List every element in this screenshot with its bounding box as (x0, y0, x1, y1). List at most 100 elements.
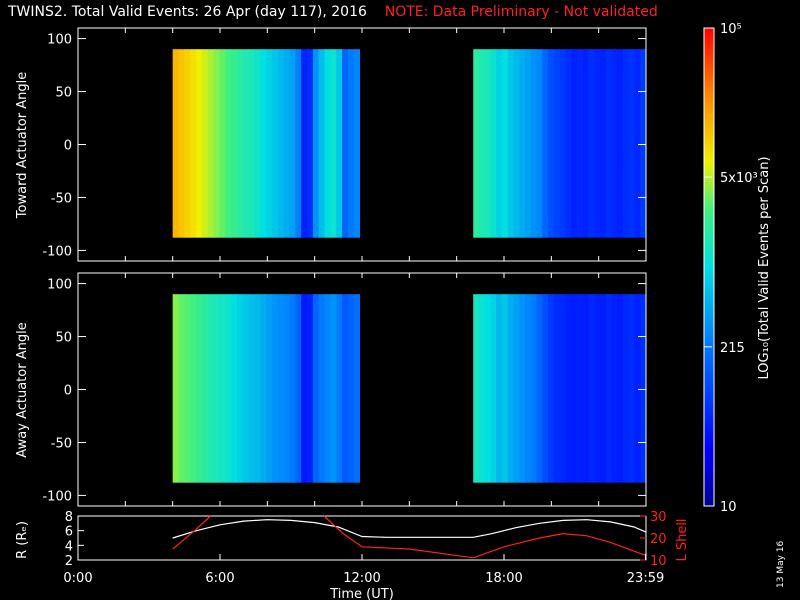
away-cell (599, 294, 607, 483)
orbit-lshell-line (323, 515, 474, 559)
away-cell (207, 294, 214, 483)
toward-cell (571, 49, 578, 238)
orbit-xtick-label: 0:00 (63, 571, 92, 586)
toward-cell (342, 49, 349, 238)
colorbar-ticks: 10 215 5x10³ 10⁵ (704, 22, 758, 515)
toward-cell (307, 49, 314, 238)
toward-ytick-label: 100 (47, 33, 72, 48)
datestamp: 13 May 16 (776, 540, 786, 588)
toward-cell (324, 49, 331, 238)
toward-cell (611, 49, 618, 238)
toward-cell (582, 49, 589, 238)
away-cell (553, 294, 561, 483)
away-cell (617, 294, 624, 483)
orbit-xtick-label: 18:00 (485, 571, 522, 586)
away-ytick-label: 100 (47, 278, 72, 293)
chart-title: TWINS2. Total Valid Events: 26 Apr (day … (8, 4, 658, 20)
away-cell (628, 294, 635, 483)
colorbar-tick-label: 215 (720, 341, 745, 356)
away-cell (295, 294, 302, 483)
toward-cell (502, 49, 509, 238)
toward-cell (231, 49, 238, 238)
away-cell (201, 294, 209, 483)
toward-cell (490, 49, 497, 238)
toward-cell (190, 49, 197, 238)
toward-y-ticks: 100 50 0 -50 -100 (42, 28, 646, 261)
away-ytick-label: -100 (42, 489, 72, 504)
toward-cell (207, 49, 214, 238)
away-cell (342, 294, 349, 483)
orbit-radius-line (172, 519, 647, 539)
toward-cell (530, 49, 537, 238)
away-ytick-label: -50 (51, 436, 72, 451)
away-cell (248, 294, 255, 483)
away-cell (330, 294, 337, 483)
away-cell (478, 294, 486, 483)
away-cell (196, 294, 203, 483)
away-cell (502, 294, 509, 483)
toward-cell (260, 49, 267, 238)
away-cell (219, 294, 226, 483)
toward-cell (513, 49, 520, 238)
away-cell (178, 294, 185, 483)
toward-ytick-label: 50 (55, 86, 72, 101)
colorbar-gradient (703, 27, 715, 507)
away-cell (225, 294, 232, 483)
away-cell (231, 294, 238, 483)
away-cell (190, 294, 197, 483)
away-cell (324, 294, 331, 483)
away-cell (582, 294, 589, 483)
toward-cell (525, 49, 532, 238)
toward-cell (542, 49, 549, 238)
away-cell (513, 294, 520, 483)
away-cell (307, 294, 314, 483)
toward-cell (289, 49, 296, 238)
toward-ytick-label: -100 (42, 244, 72, 259)
toward-cell (628, 49, 635, 238)
toward-cell (283, 49, 290, 238)
toward-ytick-label: -50 (51, 191, 72, 206)
toward-panel: 100 50 0 -50 -100 Toward Actuator Angle (15, 27, 647, 262)
away-cell (565, 294, 572, 483)
toward-cell (605, 49, 612, 238)
away-panel: 100 50 0 -50 -100 Away Actuator Angle (15, 272, 647, 507)
orbit-lshell-line (172, 515, 211, 550)
toward-cell (478, 49, 486, 238)
toward-cell (617, 49, 624, 238)
orbit-ytick-label: 8 (65, 510, 73, 525)
toward-heatmap (172, 49, 647, 238)
away-cell (542, 294, 549, 483)
away-cell (548, 294, 555, 483)
toward-cell (301, 49, 308, 238)
away-cell (525, 294, 532, 483)
away-cell (184, 294, 191, 483)
away-cell (605, 294, 612, 483)
toward-cell (576, 49, 584, 238)
toward-cell (588, 49, 595, 238)
toward-cell (548, 49, 555, 238)
toward-ylabel: Toward Actuator Angle (15, 72, 30, 219)
toward-cell (201, 49, 209, 238)
orbit-lshell-line (472, 532, 647, 559)
toward-cell (266, 49, 273, 238)
toward-cell (484, 49, 491, 238)
orbit-lines (172, 515, 647, 559)
away-cell (588, 294, 595, 483)
orbit-y2tick-label: 30 (650, 510, 667, 525)
away-cell (536, 294, 543, 483)
title-main: TWINS2. Total Valid Events: 26 Apr (day … (8, 4, 367, 20)
away-ytick-label: 50 (55, 331, 72, 346)
toward-cell (295, 49, 302, 238)
toward-cell (277, 49, 285, 238)
title-note: NOTE: Data Preliminary - Not validated (384, 4, 658, 20)
away-cell (490, 294, 497, 483)
colorbar-label: LOG₁₀(Total Valid Events per Scan) (757, 156, 772, 379)
away-cell (254, 294, 261, 483)
away-cell (571, 294, 578, 483)
away-cell (260, 294, 267, 483)
orbit-ytick-label: 6 (65, 525, 73, 540)
toward-cell (219, 49, 226, 238)
away-cell (594, 294, 601, 483)
